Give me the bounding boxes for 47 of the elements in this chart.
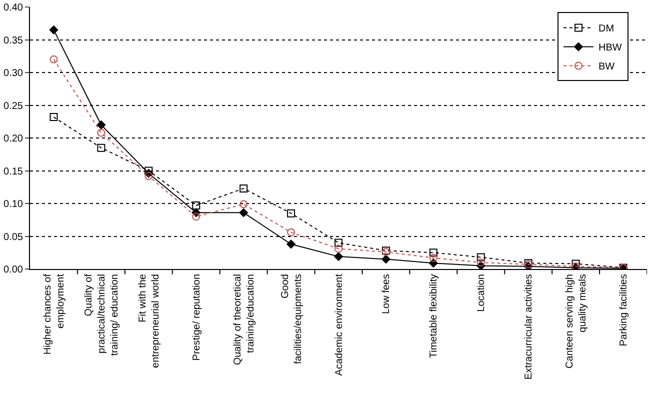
y-tick-label: 0.40 (4, 2, 24, 14)
point (334, 252, 343, 261)
x-tick-label: Parking facilities (618, 274, 630, 346)
point (239, 208, 248, 218)
point (240, 184, 248, 192)
y-tick-label: 0.10 (4, 199, 24, 210)
legend-label: BW (598, 62, 616, 73)
point (334, 244, 342, 253)
point (382, 254, 390, 264)
point (334, 238, 342, 247)
point (429, 254, 438, 262)
point (192, 212, 200, 221)
legend-label: DM (598, 24, 614, 35)
y-tick-label: 0.25 (4, 100, 24, 112)
point (50, 55, 58, 64)
point (286, 240, 296, 249)
x-tick-label: Prestige/ reputation (191, 274, 202, 361)
point (144, 166, 153, 175)
point (429, 248, 438, 257)
point (96, 120, 106, 130)
y-tick-label: 0.05 (4, 232, 24, 243)
x-tick-label: Extracurricular activities (524, 274, 535, 380)
point (287, 209, 296, 218)
point (192, 201, 200, 210)
point (50, 113, 58, 122)
y-tick-label: 0.35 (4, 35, 24, 46)
y-tick-label: 0.20 (4, 134, 24, 144)
x-tick-label: Low fees (381, 274, 392, 314)
y-tick-label: 0.30 (4, 68, 24, 79)
point (476, 258, 485, 266)
point (287, 228, 296, 236)
y-tick-label: 0.00 (4, 264, 24, 276)
point (476, 253, 485, 262)
point (97, 144, 106, 152)
x-tick-label: Timetable flexibility (428, 274, 440, 358)
y-tick-label: 0.15 (4, 166, 24, 178)
point (240, 200, 248, 208)
x-tick-label: Canteen serving high quality meals (564, 274, 589, 369)
x-tick-label: Location (476, 274, 488, 312)
point (144, 172, 153, 180)
point (49, 26, 58, 34)
x-tick-label: Quality of theoretical training/education (232, 274, 256, 366)
legend-label: HBW (598, 42, 622, 54)
point (572, 260, 580, 268)
x-tick-label: Higher chances of employment (42, 274, 66, 355)
point (97, 128, 106, 137)
x-tick-label: Academic environment (334, 274, 345, 376)
